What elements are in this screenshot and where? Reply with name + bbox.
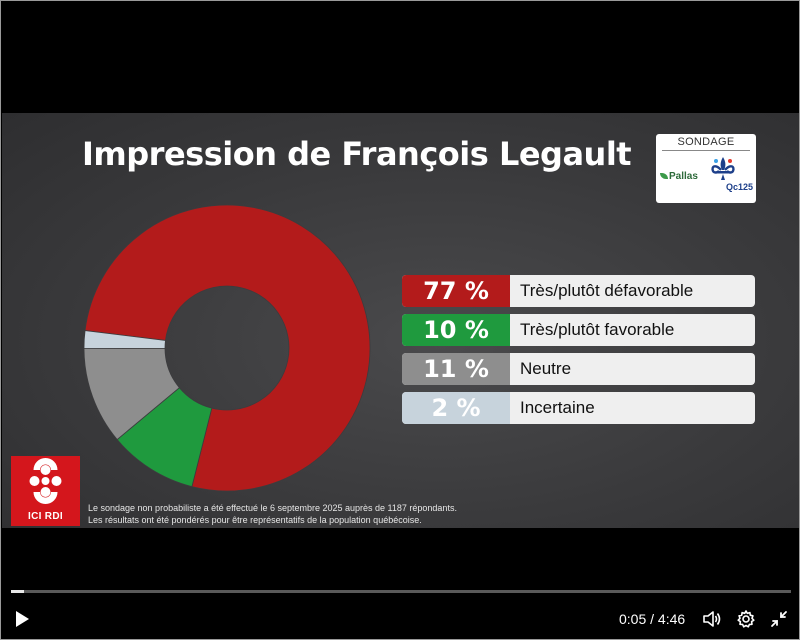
ici-rdi-label: ICI RDI bbox=[28, 511, 63, 522]
fleur-de-lis-icon bbox=[711, 157, 735, 180]
pallas-logo-text: Pallas bbox=[669, 171, 698, 182]
settings-gear-icon[interactable] bbox=[736, 609, 756, 629]
legend-label-neutre: Neutre bbox=[520, 359, 572, 378]
time-separator: / bbox=[650, 611, 655, 627]
legend-value-incertaine: 2 % bbox=[402, 392, 510, 424]
poll-footnote-line-1: Le sondage non probabiliste a été effect… bbox=[88, 503, 457, 513]
legend-row-defavorable: 77 % Très/plutôt défavorable bbox=[402, 275, 755, 307]
poll-footnote: Le sondage non probabiliste a été effect… bbox=[88, 502, 457, 526]
slide-title: Impression de François Legault bbox=[82, 135, 632, 173]
current-time: 0:05 bbox=[619, 611, 647, 627]
video-frame[interactable]: Impression de François Legault SONDAGE P… bbox=[2, 113, 799, 528]
exit-fullscreen-icon[interactable] bbox=[769, 609, 789, 629]
legend-row-incertaine: 2 % Incertaine bbox=[402, 392, 755, 424]
progress-bar[interactable] bbox=[11, 590, 791, 593]
pallas-leaf-icon bbox=[660, 173, 668, 180]
radio-canada-gem-icon bbox=[29, 458, 62, 504]
legend-row-favorable: 10 % Très/plutôt favorable bbox=[402, 314, 755, 346]
pallas-logo: Pallas bbox=[660, 171, 698, 182]
duration: 4:46 bbox=[657, 611, 686, 627]
donut-slice-defavorable bbox=[84, 204, 371, 492]
poll-footnote-line-2: Les résultats ont été pondérés pour être… bbox=[88, 515, 422, 525]
volume-icon[interactable] bbox=[702, 609, 722, 629]
time-display: 0:05 / 4:46 bbox=[619, 610, 685, 628]
donut-chart bbox=[83, 204, 371, 492]
legend-label-defavorable: Très/plutôt défavorable bbox=[520, 281, 694, 300]
legend-row-neutre: 11 % Neutre bbox=[402, 353, 755, 385]
progress-bar-played bbox=[11, 590, 25, 593]
legend-value-favorable: 10 % bbox=[402, 314, 510, 346]
poll-badge-heading: SONDAGE bbox=[677, 136, 735, 148]
poll-badge-divider bbox=[662, 150, 750, 151]
legend-label-favorable: Très/plutôt favorable bbox=[520, 320, 675, 339]
play-icon[interactable] bbox=[14, 610, 30, 628]
legend-value-neutre: 11 % bbox=[402, 353, 510, 385]
poll-badge: SONDAGE Pallas Qc125 bbox=[656, 134, 756, 203]
ici-rdi-logo: ICI RDI bbox=[11, 456, 80, 526]
qc125-logo: Qc125 bbox=[726, 182, 754, 192]
donut-slice-incertaine bbox=[83, 330, 166, 349]
legend-label-incertaine: Incertaine bbox=[520, 398, 595, 417]
legend-value-defavorable: 77 % bbox=[402, 275, 510, 307]
